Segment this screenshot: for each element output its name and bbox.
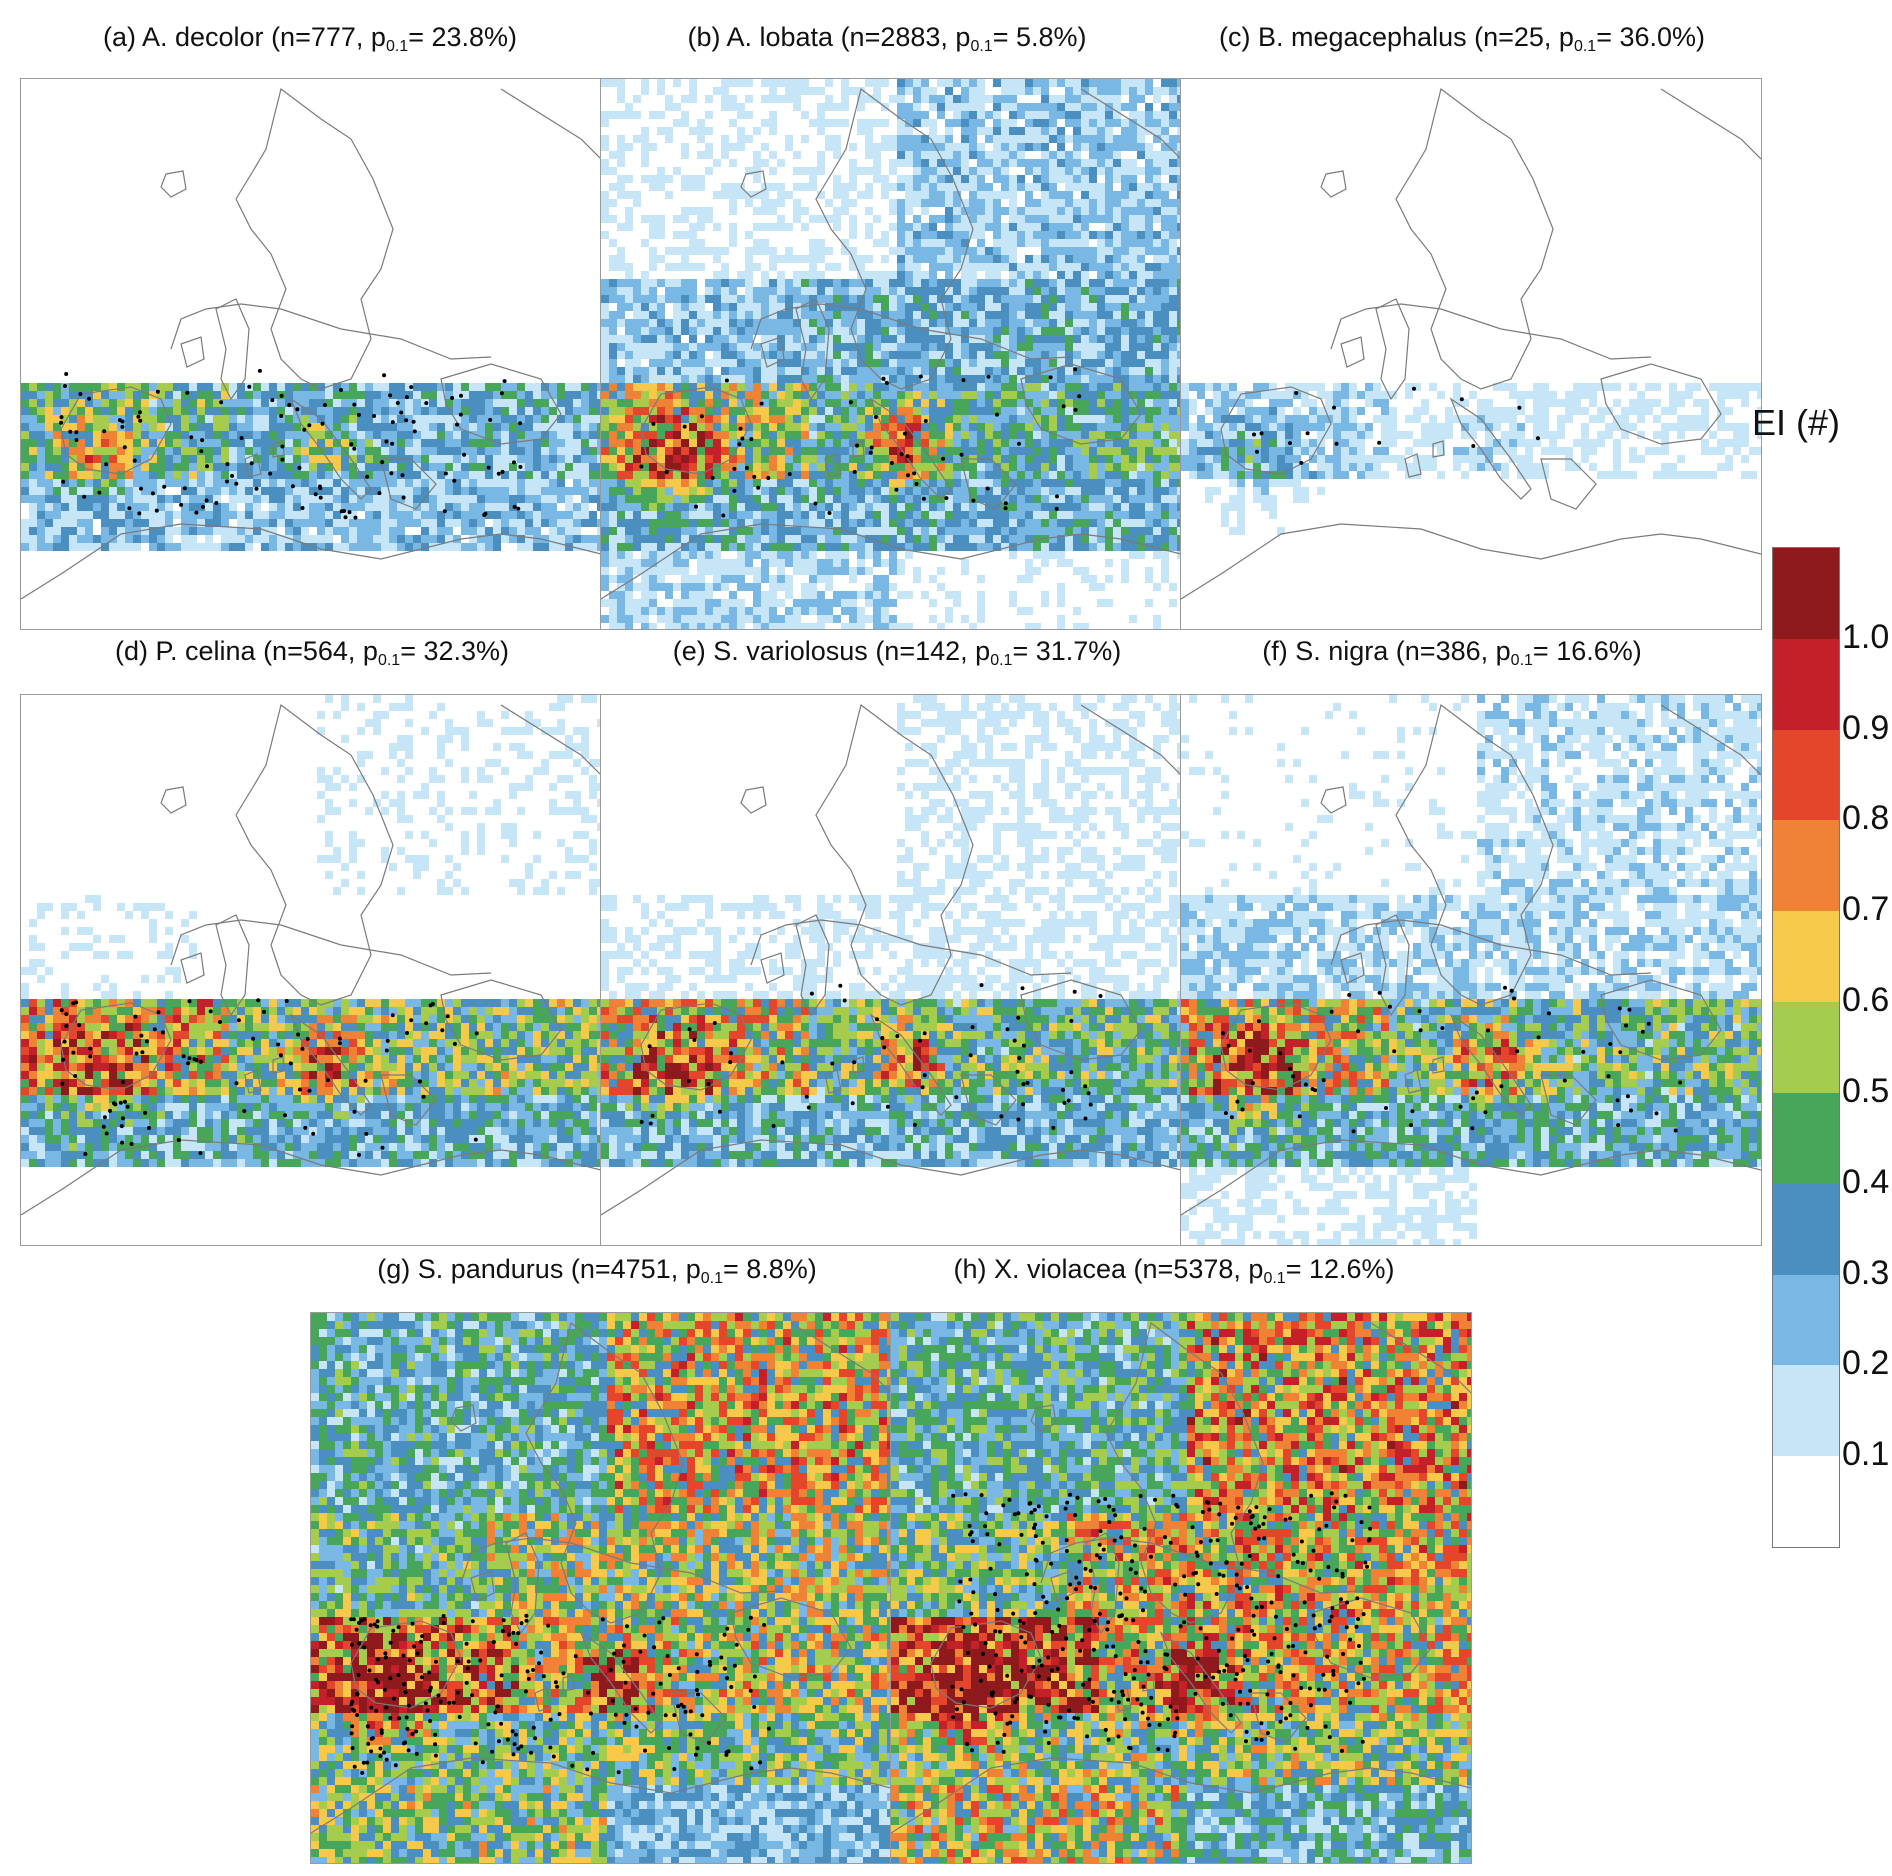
suitability-raster bbox=[1181, 695, 1761, 1245]
occurrence-points bbox=[349, 1613, 771, 1775]
coastline bbox=[1181, 87, 1761, 600]
map-b bbox=[601, 79, 1181, 629]
coastline bbox=[1181, 703, 1761, 1216]
panel-title-a: (a) A. decolor (n=777, p0.1= 23.8%) bbox=[10, 22, 610, 56]
colorbar-tick-label: 0.4 bbox=[1842, 1163, 1889, 1202]
colorbar-tick-label: 1.0 bbox=[1842, 618, 1889, 657]
colorbar-segment bbox=[1773, 1002, 1839, 1093]
suitability-raster bbox=[891, 1313, 1471, 1863]
colorbar-tick-label: 0.5 bbox=[1842, 1072, 1889, 1111]
map-frame-g bbox=[310, 1312, 892, 1864]
colorbar-segment bbox=[1773, 820, 1839, 912]
suitability-raster bbox=[601, 79, 1181, 629]
occurrence-points bbox=[59, 998, 479, 1157]
suitability-raster bbox=[21, 695, 601, 1167]
coastline bbox=[311, 1321, 891, 1834]
suitability-raster bbox=[1181, 383, 1761, 535]
panel-title-h: (h) X. violacea (n=5378, p0.1= 12.6%) bbox=[874, 1254, 1474, 1288]
map-frame-f bbox=[1180, 694, 1762, 1246]
colorbar-tick-label: 0.3 bbox=[1842, 1254, 1889, 1293]
occurrence-points bbox=[1221, 985, 1683, 1134]
map-frame-h bbox=[890, 1312, 1472, 1864]
colorbar-tick-label: 0.2 bbox=[1842, 1344, 1889, 1383]
occurrence-points bbox=[639, 367, 1082, 518]
colorbar-tick-label: 0.9 bbox=[1842, 709, 1889, 748]
colorbar-tick-label: 0.1 bbox=[1842, 1435, 1889, 1474]
colorbar bbox=[1772, 547, 1840, 1548]
map-f bbox=[1181, 695, 1761, 1245]
colorbar-tick-label: 0.8 bbox=[1842, 799, 1889, 838]
panel-title-e: (e) S. variolosus (n=142, p0.1= 31.7%) bbox=[597, 636, 1197, 670]
colorbar-segment bbox=[1773, 729, 1839, 821]
suitability-raster bbox=[21, 383, 601, 551]
map-h bbox=[891, 1313, 1471, 1863]
map-g bbox=[311, 1313, 891, 1863]
map-frame-d bbox=[20, 694, 602, 1246]
colorbar-tick-label: 0.7 bbox=[1842, 890, 1889, 929]
colorbar-title: EI (#) bbox=[1752, 402, 1840, 444]
panel-title-b: (b) A. lobata (n=2883, p0.1= 5.8%) bbox=[587, 22, 1187, 56]
colorbar-segment bbox=[1773, 1092, 1839, 1184]
colorbar-segment bbox=[1773, 1365, 1839, 1457]
suitability-raster bbox=[311, 1313, 891, 1863]
colorbar-segment bbox=[1773, 548, 1839, 639]
map-a bbox=[21, 87, 601, 600]
colorbar-segment bbox=[1773, 911, 1839, 1003]
occurrence-points bbox=[639, 983, 1103, 1130]
map-c bbox=[1181, 87, 1761, 600]
colorbar-tick-label: 0.6 bbox=[1842, 981, 1889, 1020]
colorbar-segment bbox=[1773, 1183, 1839, 1275]
colorbar-segment bbox=[1773, 1274, 1839, 1366]
map-frame-a bbox=[20, 78, 602, 630]
panel-title-c: (c) B. megacephalus (n=25, p0.1= 36.0%) bbox=[1162, 22, 1762, 56]
coastline bbox=[21, 87, 601, 600]
map-e bbox=[601, 695, 1181, 1216]
occurrence-points bbox=[1252, 386, 1540, 465]
panel-title-f: (f) S. nigra (n=386, p0.1= 16.6%) bbox=[1152, 636, 1752, 670]
occurrence-points bbox=[950, 1491, 1373, 1754]
panel-title-d: (d) P. celina (n=564, p0.1= 32.3%) bbox=[12, 636, 612, 670]
colorbar-segment bbox=[1773, 638, 1839, 730]
map-frame-c bbox=[1180, 78, 1762, 630]
map-frame-b bbox=[600, 78, 1182, 630]
coastline bbox=[601, 87, 1181, 600]
occurrence-points bbox=[59, 368, 523, 520]
map-d bbox=[21, 695, 601, 1216]
coastline bbox=[601, 703, 1181, 1216]
map-frame-e bbox=[600, 694, 1182, 1246]
colorbar-segment bbox=[1773, 1456, 1839, 1547]
suitability-raster bbox=[601, 695, 1181, 1167]
panel-title-g: (g) S. pandurus (n=4751, p0.1= 8.8%) bbox=[297, 1254, 897, 1288]
